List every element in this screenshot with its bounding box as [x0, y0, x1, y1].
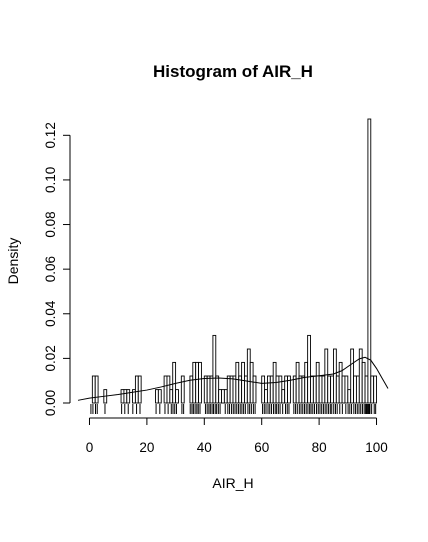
density-curve-layer — [77, 356, 389, 401]
y-tick-label: 0.02 — [43, 345, 58, 371]
histogram-bar — [126, 389, 131, 404]
x-tick-label: 60 — [254, 440, 269, 455]
x-tick-label: 20 — [139, 440, 154, 455]
y-tick-label: 0.04 — [43, 300, 58, 327]
histogram-bars — [91, 118, 377, 404]
x-tick-label: 100 — [365, 440, 388, 455]
rug-plot — [90, 404, 377, 414]
y-tick-label: 0.00 — [43, 390, 58, 416]
chart-title: Histogram of AIR_H — [153, 62, 313, 81]
y-tick-label: 0.08 — [43, 211, 58, 237]
x-axis-title: AIR_H — [212, 475, 253, 491]
x-tick-label: 0 — [86, 440, 94, 455]
x-tick-label: 40 — [197, 440, 212, 455]
histogram-bar — [373, 375, 377, 404]
histogram-bar — [180, 375, 185, 404]
histogram-bar — [198, 361, 202, 404]
histogram-bar — [172, 361, 177, 404]
y-tick-label: 0.06 — [43, 256, 58, 282]
histogram-bar — [252, 375, 257, 404]
x-tick-label: 80 — [312, 440, 327, 455]
histogram-bar — [367, 118, 372, 404]
y-axis-title: Density — [5, 238, 21, 285]
histogram-bar — [137, 375, 142, 404]
histogram-bar — [157, 389, 162, 404]
y-tick-label: 0.10 — [43, 167, 58, 193]
histogram-bar — [307, 334, 311, 404]
histogram-bar — [212, 334, 217, 404]
histogram-bar — [175, 389, 179, 404]
histogram-bar — [287, 375, 291, 404]
density-curve — [77, 356, 389, 401]
y-tick-label: 0.12 — [43, 122, 58, 148]
x-axis: 0 20 40 60 80 100 — [86, 417, 388, 455]
histogram-bar — [94, 375, 99, 404]
y-axis: 0.00 0.02 0.04 0.06 0.08 0.10 0.12 — [43, 122, 71, 416]
